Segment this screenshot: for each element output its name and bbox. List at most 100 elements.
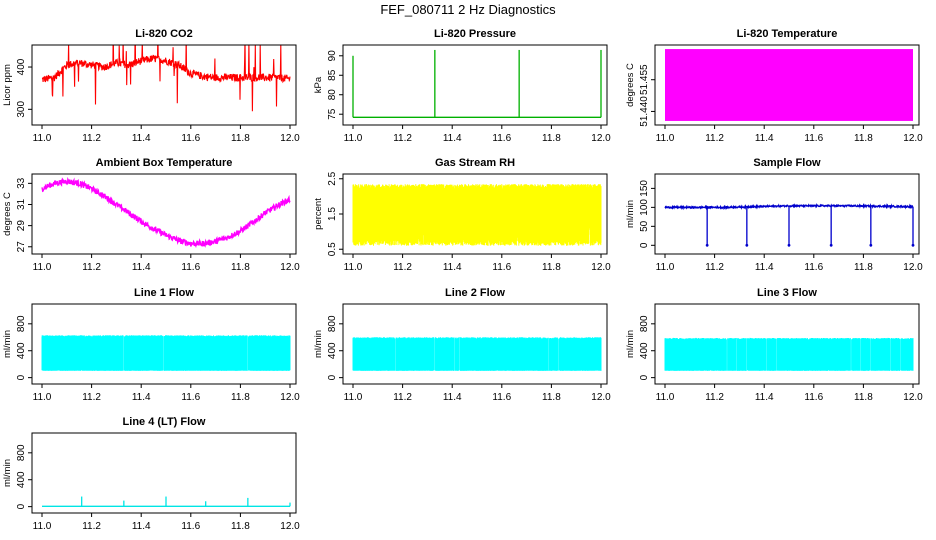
y-tick-label: 800	[16, 444, 27, 461]
x-tick-label: 12.0	[280, 133, 300, 144]
y-axis-label: degrees C	[625, 63, 636, 107]
series-line3-flow	[664, 337, 914, 371]
figure-title: FEF_080711 2 Hz Diagnostics	[380, 2, 556, 17]
x-tick-label: 12.0	[280, 521, 300, 532]
series-box-temp	[41, 176, 291, 248]
y-tick-label: 80	[327, 89, 338, 101]
plot-frame	[31, 432, 297, 514]
x-tick-label: 11.0	[33, 521, 52, 532]
x-tick-label: 11.4	[132, 521, 151, 532]
y-tick-label: 0	[16, 503, 27, 509]
series-co2	[41, 45, 291, 112]
y-axis-label: ml/min	[313, 330, 324, 358]
y-tick-label: 90	[327, 50, 338, 62]
x-tick-label: 11.8	[231, 262, 250, 273]
panel-title: Gas Stream RH	[435, 157, 515, 169]
panel-pressure: Li-820 Pressure kPa 11.0 11.2 11.4 11.6 11.8 12…	[313, 28, 611, 144]
series-line4-flow	[42, 496, 291, 507]
plot-frame	[654, 44, 920, 126]
x-tick-label: 11.8	[231, 392, 250, 403]
x-tick-label: 11.4	[755, 392, 774, 403]
data-dip-point	[869, 243, 873, 247]
y-axis-label: kPa	[313, 76, 324, 93]
x-tick-label: 11.8	[231, 521, 250, 532]
y-tick-label: 0	[327, 374, 338, 380]
x-tick-label: 11.0	[656, 133, 675, 144]
y-axis-label: Licor ppm	[2, 64, 13, 106]
plot-frame	[31, 173, 297, 255]
panel-title: Li-820 CO2	[135, 28, 192, 40]
x-tick-label: 11.8	[231, 133, 250, 144]
plot-frame	[342, 44, 608, 126]
x-tick-label: 11.0	[33, 392, 52, 403]
x-tick-label: 11.4	[443, 392, 462, 403]
y-tick-label: 300	[16, 101, 27, 118]
x-tick-label: 11.0	[656, 262, 675, 273]
y-tick-label: 400	[16, 342, 27, 359]
y-tick-label: 31	[16, 198, 27, 210]
x-tick-label: 11.8	[854, 133, 873, 144]
x-tick-label: 11.4	[132, 133, 151, 144]
panel-title: Li-820 Temperature	[737, 28, 838, 40]
series-line1-flow	[41, 335, 291, 371]
data-dip-point	[787, 243, 791, 247]
x-tick-label: 11.6	[492, 133, 511, 144]
x-tick-label: 11.2	[393, 392, 412, 403]
x-tick-label: 11.8	[542, 262, 561, 273]
x-tick-label: 11.6	[492, 392, 511, 403]
y-axis-label: ml/min	[625, 200, 636, 228]
data-dip-point	[829, 243, 833, 247]
x-tick-label: 11.6	[181, 262, 200, 273]
x-tick-label: 11.2	[705, 133, 724, 144]
data-line	[41, 45, 291, 112]
y-tick-label: 800	[16, 315, 27, 332]
panel-line4-flow: Line 4 (LT) Flow ml/min 11.0 11.2 11.4 11.6 11…	[2, 416, 300, 532]
panel-line3-flow: Line 3 Flow ml/min 11.0 11.2 11.4 11.6 11.8 12.…	[625, 287, 923, 403]
x-tick-label: 12.0	[591, 262, 611, 273]
data-dip-point	[705, 243, 709, 247]
y-tick-label: 1.5	[327, 207, 338, 221]
x-tick-label: 11.2	[82, 262, 101, 273]
panel-licor-temp: Li-820 Temperature degrees C 11.0 11.2 11.4 1…	[625, 28, 923, 144]
x-tick-label: 11.6	[804, 133, 823, 144]
y-tick-label: 51.440	[639, 96, 650, 127]
y-tick-label: 75	[327, 108, 338, 120]
x-tick-label: 11.2	[82, 392, 101, 403]
x-tick-label: 11.0	[344, 133, 363, 144]
y-axis-label: degrees C	[2, 192, 13, 236]
x-tick-label: 11.2	[393, 133, 412, 144]
x-tick-label: 11.6	[804, 262, 823, 273]
x-tick-label: 11.4	[755, 133, 774, 144]
x-tick-label: 11.4	[132, 392, 151, 403]
x-tick-label: 11.4	[443, 262, 462, 273]
data-band	[352, 337, 602, 371]
data-band	[664, 337, 914, 371]
x-tick-label: 11.6	[804, 392, 823, 403]
y-tick-label: 0.5	[327, 242, 338, 256]
panel-box-temp: Ambient Box Temperature degrees C 11.0 11.2…	[2, 157, 300, 273]
x-tick-label: 12.0	[903, 262, 923, 273]
y-tick-label: 51.455	[639, 64, 650, 95]
data-dip-point	[745, 243, 749, 247]
x-tick-label: 11.4	[755, 262, 774, 273]
data-band	[41, 335, 291, 371]
panel-title: Li-820 Pressure	[434, 28, 516, 40]
panel-line1-flow: Line 1 Flow ml/min 11.0 11.2 11.4 11.6 11.8 12.…	[2, 287, 300, 403]
y-tick-label: 0	[639, 374, 650, 380]
x-tick-label: 11.2	[705, 392, 724, 403]
y-tick-label: 33	[16, 177, 27, 189]
series-sample-flow	[664, 202, 915, 247]
x-tick-label: 11.6	[181, 133, 200, 144]
panel-line2-flow: Line 2 Flow ml/min 11.0 11.2 11.4 11.6 11.8 12.…	[313, 287, 611, 403]
data-dip-point	[911, 243, 915, 247]
y-tick-label: 800	[639, 315, 650, 332]
y-tick-label: 85	[327, 69, 338, 81]
plot-frame	[654, 173, 920, 255]
x-tick-label: 11.2	[82, 521, 101, 532]
y-tick-label: 800	[327, 315, 338, 332]
y-tick-label: 0	[639, 242, 650, 248]
x-tick-label: 11.0	[33, 262, 52, 273]
y-axis-label: ml/min	[625, 330, 636, 358]
y-tick-label: 50	[639, 220, 650, 232]
